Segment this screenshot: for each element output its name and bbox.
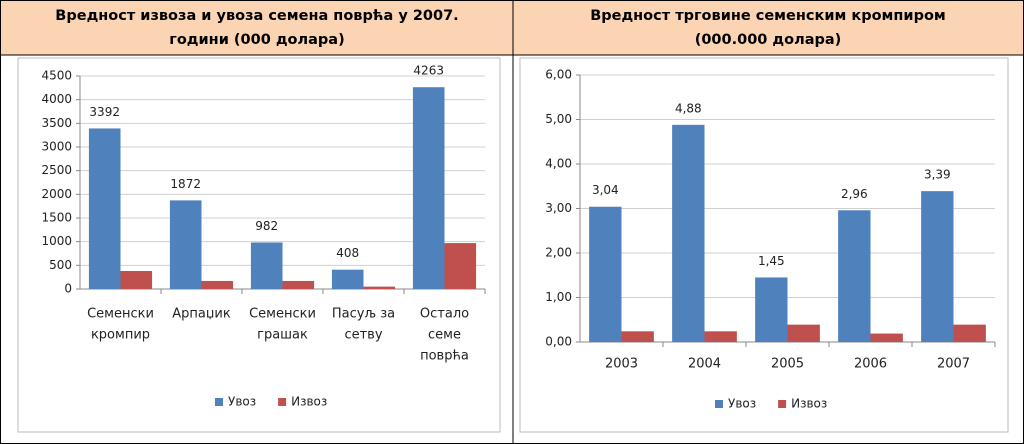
bar bbox=[921, 191, 954, 342]
data-label: 4263 bbox=[413, 64, 444, 78]
data-label: 1872 bbox=[170, 177, 201, 191]
chart-title: (000.000 долара) bbox=[695, 32, 842, 48]
chart-title: Вредност извоза и увоза семена поврћа у … bbox=[55, 8, 458, 24]
y-tick-label: 2,00 bbox=[545, 246, 572, 260]
bar bbox=[838, 210, 871, 342]
y-tick-label: 1,00 bbox=[545, 290, 572, 304]
y-tick-label: 2000 bbox=[41, 187, 72, 201]
bar bbox=[787, 324, 820, 342]
data-label: 3,39 bbox=[924, 168, 951, 182]
x-tick-label: кромпир bbox=[91, 328, 150, 343]
bar bbox=[870, 333, 903, 342]
y-tick-label: 500 bbox=[49, 258, 72, 272]
y-tick-label: 3,00 bbox=[545, 201, 572, 215]
legend-label: Извоз bbox=[291, 395, 327, 409]
x-tick-label: Остало bbox=[420, 307, 469, 322]
x-tick-label: грашак bbox=[257, 328, 308, 343]
bar bbox=[169, 200, 202, 289]
legend-label: Увоз bbox=[228, 395, 256, 409]
bar bbox=[88, 128, 121, 289]
bar bbox=[363, 286, 396, 289]
data-label: 1,45 bbox=[758, 254, 785, 268]
x-tick-label: Семенски bbox=[87, 307, 154, 322]
data-label: 408 bbox=[336, 246, 359, 260]
y-tick-label: 3500 bbox=[41, 116, 72, 130]
y-tick-label: 4,00 bbox=[545, 157, 572, 171]
legend-label: Извоз bbox=[791, 397, 827, 411]
bar bbox=[201, 280, 234, 289]
header-band bbox=[1, 1, 1023, 55]
bar bbox=[704, 331, 737, 342]
y-tick-label: 3000 bbox=[41, 140, 72, 154]
x-tick-label: 2004 bbox=[688, 357, 721, 372]
bar bbox=[953, 324, 986, 342]
bar bbox=[282, 280, 315, 289]
x-tick-label: Пасуљ за bbox=[332, 307, 395, 322]
y-tick-label: 6,00 bbox=[545, 68, 572, 82]
bar bbox=[331, 269, 364, 289]
y-tick-label: 0 bbox=[64, 282, 72, 296]
data-label: 3,04 bbox=[592, 183, 619, 197]
chart-title: години (000 долара) bbox=[169, 32, 344, 48]
bar bbox=[621, 331, 654, 342]
bar bbox=[120, 271, 153, 289]
x-tick-label: семе bbox=[428, 328, 461, 343]
bar bbox=[755, 277, 788, 342]
x-tick-label: 2005 bbox=[771, 357, 804, 372]
y-tick-label: 4500 bbox=[41, 69, 72, 83]
legend-swatch bbox=[715, 400, 723, 408]
bar bbox=[444, 243, 477, 289]
data-label: 4,88 bbox=[675, 101, 702, 115]
y-tick-label: 4000 bbox=[41, 92, 72, 106]
data-label: 2,96 bbox=[841, 187, 868, 201]
legend-label: Увоз bbox=[728, 397, 756, 411]
x-tick-label: 2007 bbox=[937, 357, 970, 372]
legend-swatch bbox=[215, 398, 223, 406]
legend-swatch bbox=[778, 400, 787, 408]
chart-title: Вредност трговине семенским кромпиром bbox=[590, 8, 946, 24]
legend-swatch bbox=[278, 398, 287, 406]
y-tick-label: 0,00 bbox=[545, 335, 572, 349]
bar bbox=[250, 242, 283, 289]
x-tick-label: сетву bbox=[344, 328, 382, 343]
x-tick-label: поврћа bbox=[420, 349, 469, 364]
y-tick-label: 1000 bbox=[41, 234, 72, 248]
x-tick-label: Арпаџик bbox=[172, 307, 231, 322]
bar bbox=[589, 206, 622, 342]
bar bbox=[672, 124, 705, 342]
data-label: 3392 bbox=[89, 105, 120, 119]
x-tick-label: 2006 bbox=[854, 357, 887, 372]
bar bbox=[412, 87, 445, 289]
x-tick-label: 2003 bbox=[605, 357, 638, 372]
x-tick-label: Семенски bbox=[249, 307, 316, 322]
y-tick-label: 2500 bbox=[41, 163, 72, 177]
y-tick-label: 1500 bbox=[41, 211, 72, 225]
data-label: 982 bbox=[255, 219, 278, 233]
y-tick-label: 5,00 bbox=[545, 112, 572, 126]
